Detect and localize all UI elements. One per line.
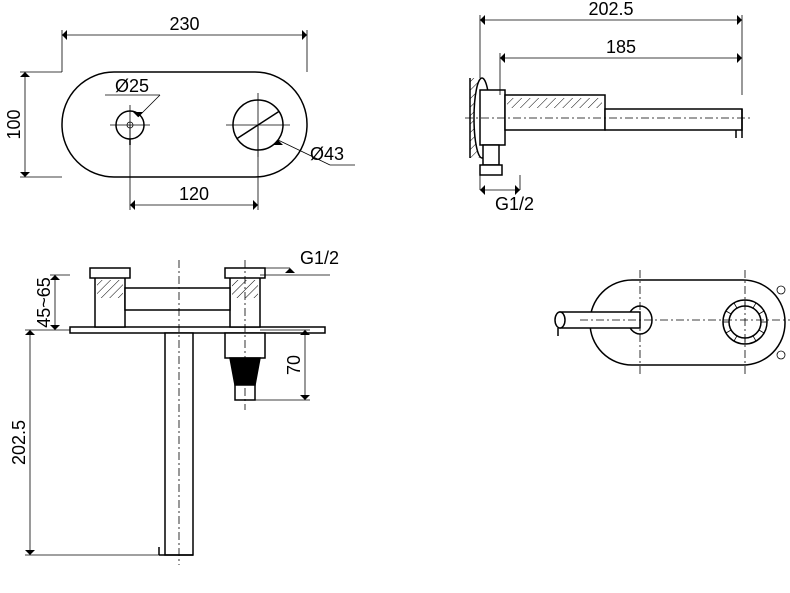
svg-text:Ø43: Ø43 <box>310 144 344 164</box>
top-right-side-view: 202.5 185 G1/2 <box>465 0 752 214</box>
svg-text:185: 185 <box>606 37 636 57</box>
svg-text:100: 100 <box>4 109 24 139</box>
svg-text:G1/2: G1/2 <box>300 248 339 268</box>
svg-text:202.5: 202.5 <box>9 420 29 465</box>
svg-text:45~65: 45~65 <box>34 277 54 328</box>
top-left-front-view: 230 100 120 Ø25 Ø43 <box>4 14 355 210</box>
svg-text:70: 70 <box>284 355 304 375</box>
bottom-left-top-view: 202.5 45~65 70 G1/2 <box>9 248 339 565</box>
bottom-right-perspective-view <box>555 270 790 375</box>
svg-text:230: 230 <box>169 14 199 34</box>
svg-text:202.5: 202.5 <box>588 0 633 19</box>
svg-text:G1/2: G1/2 <box>495 194 534 214</box>
svg-text:Ø25: Ø25 <box>115 76 149 96</box>
svg-text:120: 120 <box>179 184 209 204</box>
